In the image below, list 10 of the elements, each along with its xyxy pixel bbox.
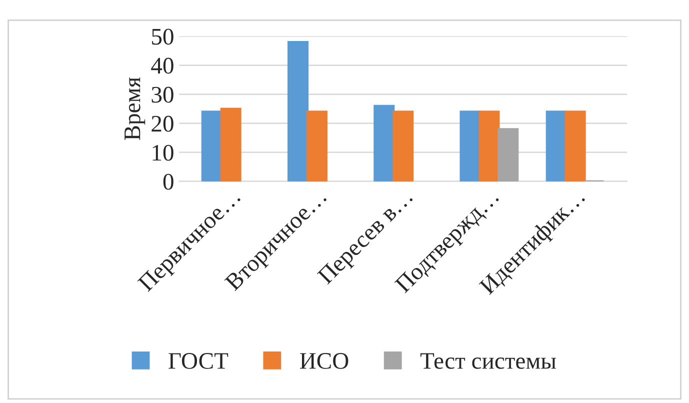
y-tick-label: 10 [152, 144, 174, 161]
y-tick-label: 30 [152, 86, 174, 103]
y-tick-label: 0 [163, 174, 174, 190]
y-tick-label: 20 [152, 116, 174, 132]
legend-label: ИСО [300, 353, 348, 369]
y-axis-title: Время [124, 77, 146, 140]
legend-label: ГОСТ [168, 353, 228, 369]
y-tick-label: 40 [151, 58, 174, 74]
legend-label: Тест системы [420, 353, 556, 369]
y-tick-label: 50 [152, 28, 174, 45]
